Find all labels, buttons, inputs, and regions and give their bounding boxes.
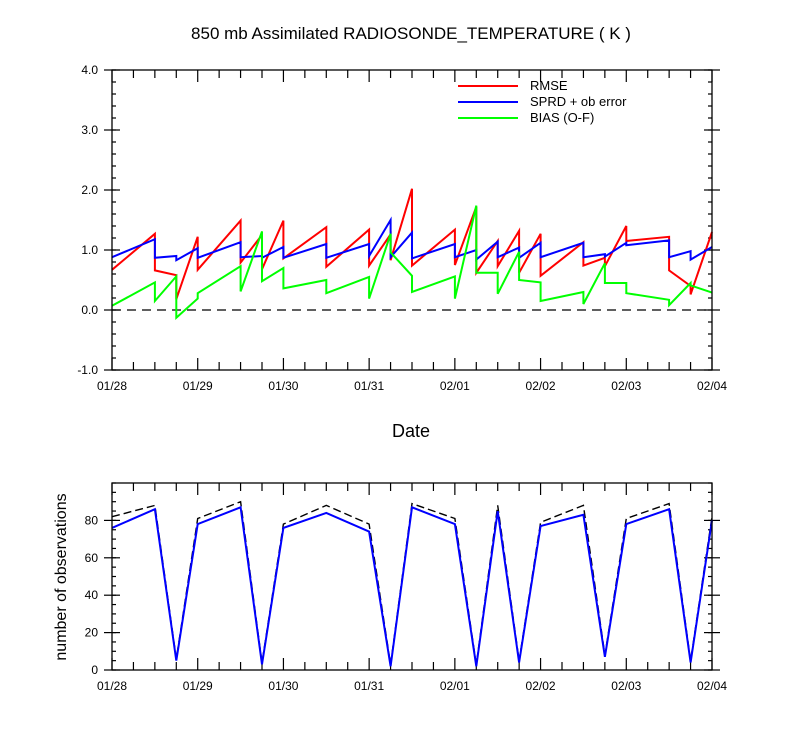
series-rmse-line [111,188,713,300]
series-bias-line [111,205,713,321]
top-tick-group [104,69,720,371]
y-tick-label: 1.0 [81,243,98,257]
bottom-plot: 01/28 01/29 01/30 01/31 02/01 02/02 02/03 02/04… [85,482,727,693]
top-plot-frame [111,69,713,371]
x-tick-label: 01/29 [183,679,213,693]
x-tick-label: 02/04 [697,679,727,693]
y-tick-label: 0.0 [81,303,98,317]
y-tick-label: 0 [91,663,98,677]
y-tick-label: 20 [85,626,99,640]
y-tick-label: 3.0 [81,123,98,137]
series-sprd-line [111,216,713,262]
x-tick-label: 01/28 [97,379,127,393]
x-tick-label: 01/29 [183,379,213,393]
x-tick-label: 02/03 [611,679,641,693]
y-tick-label: 40 [85,588,99,602]
series-assimilated-obs-line [111,505,713,667]
legend-label: SPRD + ob error [530,94,627,109]
series-possible-obs-line [111,500,713,665]
y-tick-label: 2.0 [81,183,98,197]
top-series-group [111,188,713,321]
x-axis-title: Date [392,421,430,441]
x-tick-label: 01/28 [97,679,127,693]
legend-item-rmse: RMSE [458,78,568,93]
bottom-x-tick-labels: 01/28 01/29 01/30 01/31 02/01 02/02 02/03 02/04 [97,679,727,693]
x-tick-label: 01/31 [354,379,384,393]
y-tick-label: -1.0 [77,363,98,377]
legend-label: BIAS (O-F) [530,110,594,125]
x-tick-label: 02/01 [440,679,470,693]
y-tick-label: 80 [85,513,99,527]
x-tick-label: 02/04 [697,379,727,393]
x-tick-label: 01/30 [268,679,298,693]
x-tick-label: 02/02 [526,679,556,693]
x-tick-label: 02/02 [526,379,556,393]
bottom-y-tick-labels: 0 20 40 60 80 [85,513,99,677]
legend-label: RMSE [530,78,568,93]
x-tick-label: 02/01 [440,379,470,393]
y-tick-label: 60 [85,551,99,565]
x-tick-label: 01/30 [268,379,298,393]
legend-item-bias: BIAS (O-F) [458,110,594,125]
top-plot: 01/28 01/29 01/30 01/31 02/01 02/02 02/03 02/04… [77,63,727,393]
x-tick-label: 02/03 [611,379,641,393]
y-axis-title: number of observations [53,493,70,660]
x-tick-label: 01/31 [354,679,384,693]
bottom-plot-frame [111,482,713,671]
top-x-tick-labels: 01/28 01/29 01/30 01/31 02/01 02/02 02/03 02/04 [97,379,727,393]
top-y-tick-labels: -1.0 0.0 1.0 2.0 3.0 4.0 [77,63,98,377]
bottom-series-group [111,500,713,667]
y-tick-label: 4.0 [81,63,98,77]
chart-title: 850 mb Assimilated RADIOSONDE_TEMPERATUR… [191,24,631,43]
legend-item-sprd: SPRD + ob error [458,94,627,109]
